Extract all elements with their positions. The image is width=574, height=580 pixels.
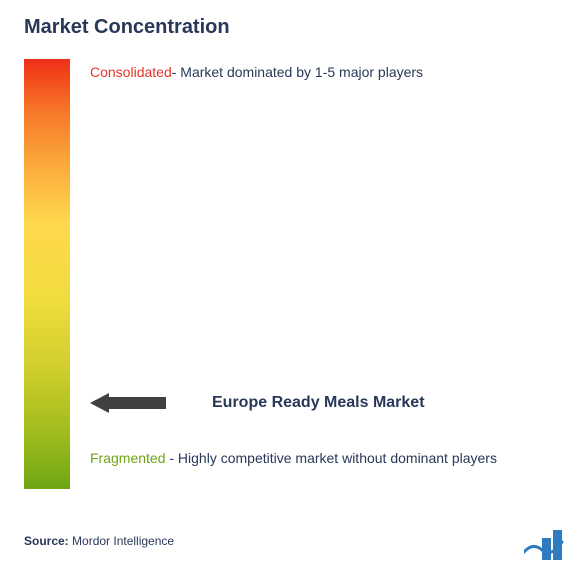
market-marker-row: Europe Ready Meals Market <box>90 393 425 413</box>
labels-area: Consolidated- Market dominated by 1-5 ma… <box>90 59 550 489</box>
consolidated-label: Consolidated- Market dominated by 1-5 ma… <box>90 63 550 83</box>
consolidated-desc: - Market dominated by 1-5 major players <box>172 64 423 80</box>
fragmented-desc: - Highly competitive market without domi… <box>165 450 496 466</box>
arrow-shaft <box>108 397 166 409</box>
consolidated-key: Consolidated <box>90 64 172 80</box>
source-line: Source: Mordor Intelligence <box>24 534 174 548</box>
mordor-logo-icon <box>524 528 564 560</box>
fragmented-key: Fragmented <box>90 450 165 466</box>
source-value: Mordor Intelligence <box>69 534 174 548</box>
arrow-head <box>90 393 109 413</box>
source-label: Source: <box>24 534 69 548</box>
page-title: Market Concentration <box>24 16 550 39</box>
concentration-gradient-bar <box>24 59 70 489</box>
content-area: Consolidated- Market dominated by 1-5 ma… <box>24 59 550 489</box>
market-name-label: Europe Ready Meals Market <box>212 394 425 412</box>
arrow-left-icon <box>90 393 166 413</box>
fragmented-label: Fragmented - Highly competitive market w… <box>90 447 530 469</box>
